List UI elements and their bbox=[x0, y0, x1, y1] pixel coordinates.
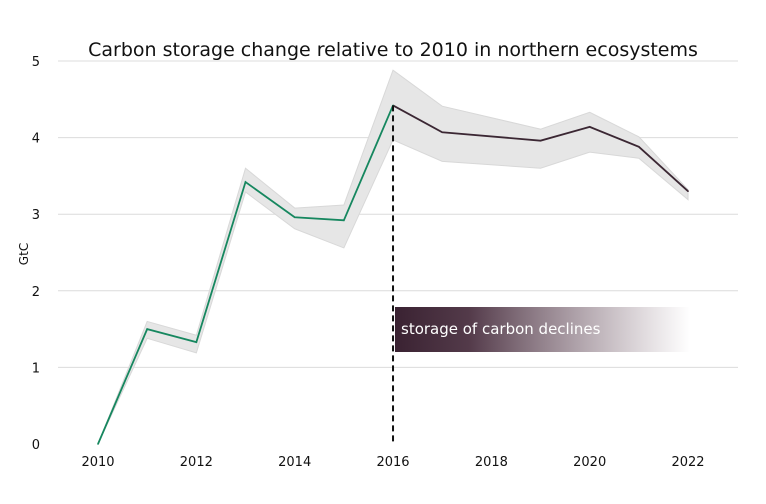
x-tick-label: 2014 bbox=[278, 455, 311, 470]
data-point bbox=[293, 216, 296, 219]
series-line-rising bbox=[97, 105, 394, 445]
data-point bbox=[687, 190, 689, 193]
data-point bbox=[244, 181, 247, 183]
x-tick-label: 2020 bbox=[573, 455, 606, 470]
y-tick-label: 1 bbox=[32, 361, 40, 376]
y-tick-label: 5 bbox=[32, 55, 40, 70]
data-point bbox=[638, 145, 640, 148]
data-point bbox=[539, 139, 542, 142]
data-point bbox=[146, 328, 148, 330]
x-tick-label: 2012 bbox=[180, 455, 213, 470]
x-tick-label: 2010 bbox=[81, 455, 114, 470]
uncertainty-band bbox=[97, 69, 689, 445]
y-tick-label: 3 bbox=[32, 208, 40, 223]
y-axis-label: GtC bbox=[17, 243, 31, 265]
x-tick-label: 2022 bbox=[671, 455, 704, 470]
y-tick-label: 0 bbox=[32, 438, 40, 453]
x-tick-label: 2016 bbox=[376, 455, 409, 470]
data-point bbox=[195, 341, 198, 343]
y-tick-label: 4 bbox=[32, 132, 40, 147]
data-point bbox=[588, 126, 591, 128]
x-tick-label: 2018 bbox=[475, 455, 508, 470]
data-point bbox=[441, 131, 443, 134]
y-tick-label: 2 bbox=[32, 285, 40, 300]
series-line-declining bbox=[392, 104, 689, 192]
annotation-box bbox=[395, 307, 690, 352]
annotation-text: storage of carbon declines bbox=[401, 320, 601, 338]
chart-title: Carbon storage change relative to 2010 i… bbox=[88, 39, 698, 61]
data-point bbox=[97, 443, 99, 445]
data-point bbox=[343, 219, 345, 222]
